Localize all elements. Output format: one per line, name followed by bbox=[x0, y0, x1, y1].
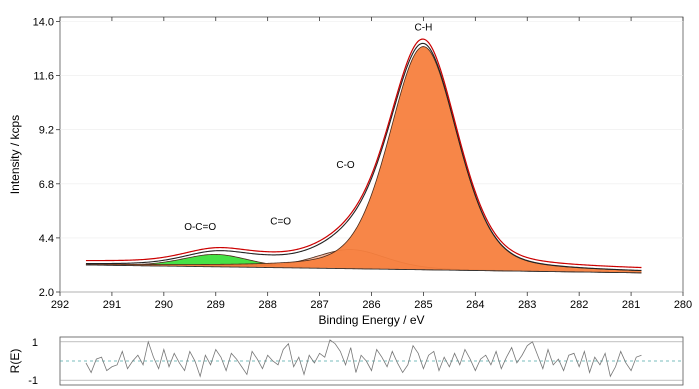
x-tick-label: 286 bbox=[362, 299, 380, 311]
y-tick-label: 2.0 bbox=[39, 287, 54, 299]
x-tick-label: 281 bbox=[622, 299, 640, 311]
peak-label-c-o: C-O bbox=[336, 160, 355, 171]
x-tick-label: 283 bbox=[518, 299, 536, 311]
y-tick-label: 14.0 bbox=[33, 17, 54, 29]
x-axis-ticks: 292 291 290 289 288 287 286 285 284 283 282 281 280 bbox=[51, 17, 692, 311]
measured-envelope-line bbox=[85, 38, 642, 269]
background-line bbox=[85, 264, 642, 274]
residual-y-axis-label: R(E) bbox=[8, 349, 22, 374]
residual-y-ticks: 1 -1 bbox=[28, 337, 38, 387]
fit-envelope-line bbox=[85, 42, 642, 272]
residual-series bbox=[85, 339, 642, 378]
x-tick-label: 288 bbox=[258, 299, 276, 311]
component-o-c-o-area bbox=[85, 254, 642, 273]
x-tick-label: 284 bbox=[466, 299, 484, 311]
peak-annotations: O-C=O C=O C-O C-H bbox=[184, 23, 432, 233]
fit-lines bbox=[85, 38, 642, 274]
x-tick-label: 290 bbox=[155, 299, 173, 311]
y-tick-label: 4.4 bbox=[39, 233, 54, 245]
residual-plot: 1 -1 R(E) bbox=[8, 336, 684, 387]
x-tick-label: 282 bbox=[570, 299, 588, 311]
peak-label-o-c-o: O-C=O bbox=[184, 222, 216, 233]
y-tick-label: 9.2 bbox=[39, 125, 54, 137]
residual-y-tick-label: -1 bbox=[28, 375, 38, 387]
x-tick-label: 280 bbox=[674, 299, 692, 311]
x-tick-label: 289 bbox=[207, 299, 225, 311]
x-axis-label: Binding Energy / eV bbox=[318, 313, 424, 327]
x-tick-label: 287 bbox=[310, 299, 328, 311]
x-tick-label: 291 bbox=[103, 299, 121, 311]
x-tick-label: 292 bbox=[51, 299, 69, 311]
y-axis-label: Intensity / kcps bbox=[8, 115, 22, 194]
y-tick-label: 6.8 bbox=[39, 179, 54, 191]
y-tick-label: 11.6 bbox=[33, 71, 54, 83]
component-c-h-area bbox=[85, 46, 642, 273]
residual-gridlines bbox=[60, 341, 683, 381]
peak-label-c-o: C=O bbox=[270, 216, 291, 227]
residual-line bbox=[85, 339, 642, 378]
y-axis-ticks: 2.0 4.4 6.8 9.2 11.6 14.0 bbox=[33, 17, 60, 299]
residual-y-tick-label: 1 bbox=[32, 337, 38, 349]
main-plot: 292 291 290 289 288 287 286 285 284 283 282 281 280 … bbox=[8, 17, 692, 327]
peak-label-c-h: C-H bbox=[415, 23, 433, 34]
x-tick-label: 285 bbox=[414, 299, 432, 311]
